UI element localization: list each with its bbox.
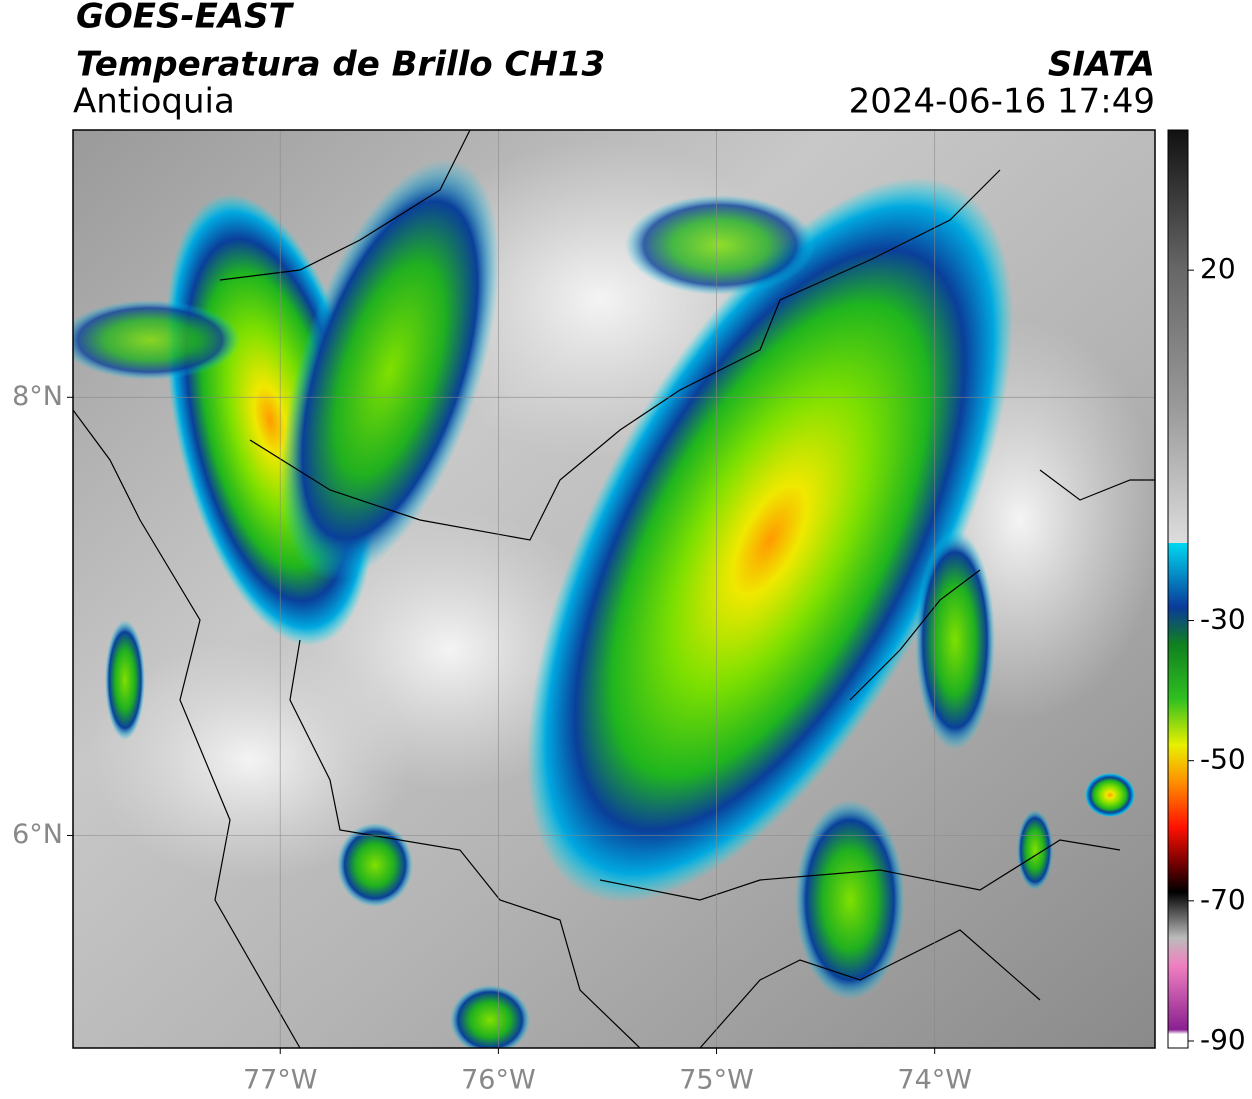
colorbar-tick-label: -30 bbox=[1200, 603, 1246, 636]
title: GOES-EAST bbox=[76, 0, 295, 37]
x-tick-label: 76°W bbox=[461, 1065, 536, 1096]
colorbar bbox=[1167, 129, 1189, 1049]
map-frame bbox=[72, 129, 1156, 1049]
colorbar-tick-label: -90 bbox=[1200, 1023, 1246, 1056]
grid bbox=[73, 130, 1155, 1048]
timestamp: 2024-06-16 17:49 bbox=[849, 82, 1155, 122]
region: Antioquia bbox=[73, 82, 235, 122]
y-tick-label: 8°N bbox=[12, 381, 63, 412]
x-tick-label: 77°W bbox=[243, 1065, 318, 1096]
y-tick-label: 6°N bbox=[12, 819, 63, 850]
satellite-image bbox=[73, 130, 1155, 1048]
colorbar-tick-label: -70 bbox=[1200, 883, 1246, 916]
subtitle: Temperatura de Brillo CH13 bbox=[76, 45, 605, 85]
x-tick-label: 75°W bbox=[679, 1065, 754, 1096]
source: SIATA bbox=[1048, 45, 1155, 85]
x-tick-label: 74°W bbox=[897, 1065, 972, 1096]
colorbar-tick-label: -50 bbox=[1200, 743, 1246, 776]
colorbar-tick-label: 20 bbox=[1200, 252, 1236, 285]
